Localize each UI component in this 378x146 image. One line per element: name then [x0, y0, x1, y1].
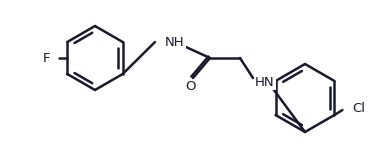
Text: Cl: Cl: [352, 102, 366, 115]
Text: NH: NH: [165, 35, 184, 48]
Text: HN: HN: [255, 75, 275, 88]
Text: O: O: [185, 80, 195, 93]
Text: F: F: [43, 52, 50, 65]
